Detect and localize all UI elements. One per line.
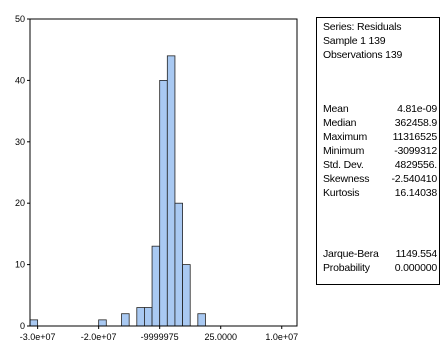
histogram-bars [29,55,206,327]
stat-value: 11316525 [392,131,438,143]
y-axis-ticks: 0 10 20 30 40 50 [15,14,30,331]
stat-value: 4829556. [394,159,437,171]
stat-row-median: Median 362458.9 [323,117,437,131]
stat-row-mean: Mean 4.81e-09 [323,103,437,117]
descriptive-stats-panel: Series: Residuals Sample 1 139 Observati… [316,17,440,285]
histogram-bar-17 [159,80,168,327]
stat-label: Kurtosis [323,187,360,199]
y-tick-label-5: 50 [15,14,25,24]
y-tick-label-3: 30 [15,137,25,147]
plot-frame [29,18,298,327]
stat-label: Std. Dev. [323,159,364,171]
histogram-bar-16 [151,245,161,327]
stat-row-maximum: Maximum 11316525 [323,131,437,145]
histogram-bar-22 [197,313,206,327]
sample-line: Sample 1 139 [323,35,386,47]
x-tick-label-1: -2.0e+07 [81,332,117,342]
stat-row-kurtosis: Kurtosis 16.14038 [323,187,437,201]
stat-value: 4.81e-09 [397,103,437,115]
histogram-bar-19 [174,202,183,327]
y-tick-label-0: 0 [20,321,25,331]
stat-value: 1149.554 [395,248,438,260]
x-tick-label-0: -3.0e+07 [20,332,56,342]
histogram-bar-9 [98,319,107,327]
stat-value: -2.540410 [391,173,438,185]
test-row-jarque-bera: Jarque-Bera 1149.554 [323,248,437,262]
series-line: Series: Residuals [323,21,402,33]
x-tick-label-4: 1.0e+07 [265,332,298,342]
stat-row-std-dev: Std. Dev. 4829556. [323,159,437,173]
test-row-probability: Probability 0.000000 [323,262,437,276]
y-tick-label-2: 20 [15,198,25,208]
histogram-bar-0 [29,319,39,327]
histogram-bar-14 [136,307,145,327]
stat-row-minimum: Minimum -3099312 [323,145,437,159]
x-tick-label-2: -9999975 [141,332,179,342]
x-tick-label-3: 25.0000 [204,332,237,342]
stat-label: Maximum [323,131,368,143]
stat-value: 0.000000 [394,262,437,274]
y-tick-label-1: 10 [15,260,25,270]
stat-label: Minimum [323,145,365,157]
histogram-chart: 0 10 20 30 40 50 -3.0e+07 -2.0e+07 -9999975 25.0… [15,14,298,342]
stat-label: Jarque-Bera [323,248,379,260]
stat-row-skewness: Skewness -2.540410 [323,173,437,187]
stat-value: 362458.9 [394,117,437,129]
stat-value: -3099312 [394,145,437,157]
histogram-bar-12 [121,313,130,327]
stat-label: Median [323,117,357,129]
histogram-bar-20 [182,264,191,327]
stat-label: Skewness [323,173,370,185]
stat-value: 16.14038 [394,187,437,199]
observations-line: Observations 139 [323,49,403,61]
stat-label: Mean [323,103,349,115]
x-axis-ticks: -3.0e+07 -2.0e+07 -9999975 25.0000 1.0e+07 [20,326,298,342]
y-tick-label-4: 40 [15,75,25,85]
histogram-bar-18 [166,55,176,327]
histogram-bar-15 [144,307,153,327]
stat-label: Probability [323,262,370,274]
